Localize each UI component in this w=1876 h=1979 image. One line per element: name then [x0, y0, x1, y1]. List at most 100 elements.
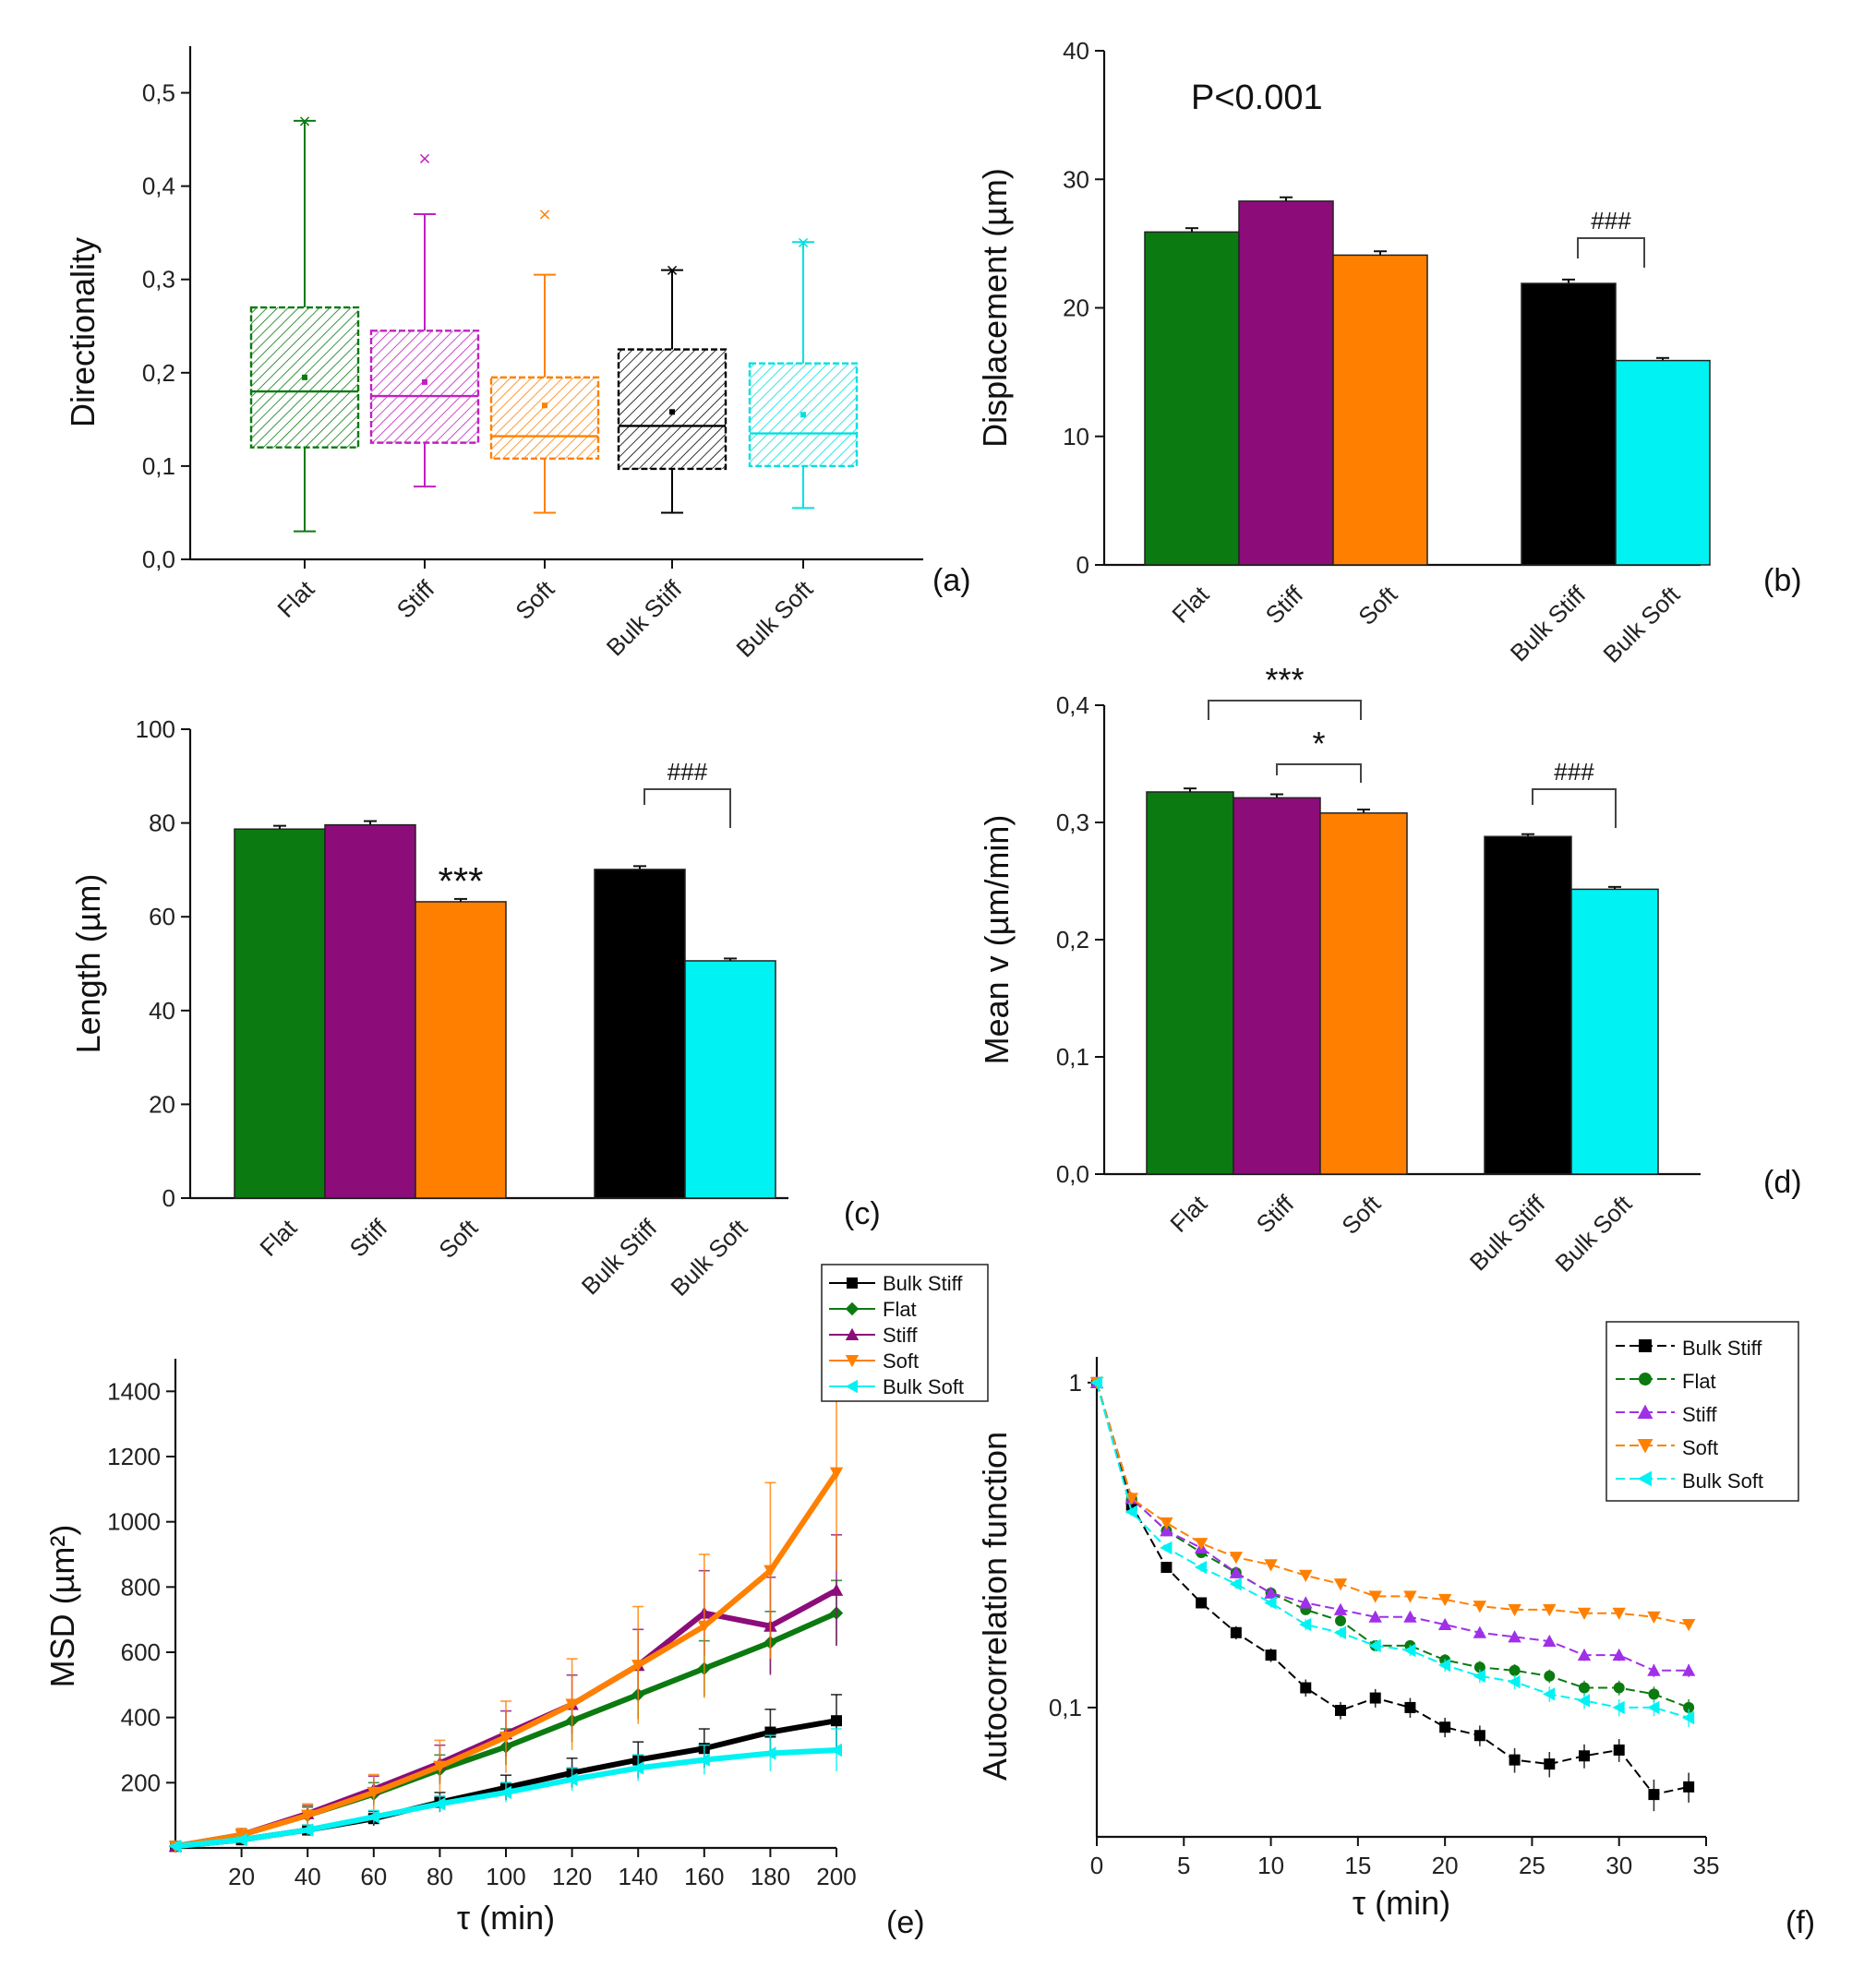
data-point: [697, 1753, 710, 1767]
x-axis-label: τ (min): [1353, 1884, 1450, 1922]
box-bulk_soft: ×: [748, 233, 859, 510]
y-tick-label: 0,4: [1056, 691, 1089, 719]
data-point: [367, 1786, 380, 1800]
x-axis-label: τ (min): [457, 1899, 555, 1937]
y-axis-label: MSD (µm²): [43, 1525, 81, 1688]
x-category-label: Flat: [1164, 1189, 1212, 1237]
data-point: [697, 1620, 711, 1633]
data-point: [1335, 1614, 1346, 1626]
data-point: [1612, 1607, 1626, 1621]
y-tick-label: 1400: [107, 1377, 161, 1405]
data-point: [1579, 1750, 1590, 1762]
data-point: [845, 1301, 860, 1316]
data-point: [1577, 1607, 1592, 1621]
data-point: [367, 1810, 379, 1824]
bar-stiff: [324, 823, 416, 1199]
y-tick-label: 0,1: [142, 452, 175, 480]
max-marker: ×: [796, 233, 810, 252]
data-point: [1613, 1682, 1625, 1694]
x-tick-label: 0: [1090, 1852, 1103, 1879]
x-tick-label: 5: [1177, 1852, 1190, 1879]
data-point: [1681, 1710, 1695, 1725]
y-axis-label: Length (µm): [69, 874, 107, 1054]
panel-e-msd-lines: 200 400 600 800 1000 1200 1400 20 40 60 80 100 120 14…: [43, 1264, 989, 1940]
y-tick-label: 0: [162, 1184, 175, 1212]
data-point: [631, 1761, 644, 1775]
data-point: [1124, 1493, 1138, 1505]
data-point: [1473, 1730, 1485, 1742]
y-tick-label: 0,2: [1056, 926, 1089, 954]
bar-bulk_stiff: [594, 869, 686, 1199]
data-point: [1577, 1694, 1590, 1708]
bar-bulk_stiff: [1484, 835, 1572, 1175]
data-point: [234, 1832, 247, 1847]
data-point: [1439, 1721, 1451, 1733]
y-tick-label: 0,4: [142, 173, 175, 200]
significance-bracket: [1532, 788, 1617, 828]
data-point: [1089, 1375, 1102, 1390]
data-point: [301, 1823, 314, 1837]
x-tick-label: 10: [1257, 1852, 1284, 1879]
bar-flat: [234, 828, 326, 1199]
x-category-label: Bulk Soft: [1549, 1189, 1637, 1277]
data-point: [829, 1743, 842, 1757]
panel-label: (e): [886, 1905, 925, 1940]
data-point: [1437, 1593, 1452, 1607]
bar-bulk_soft: [1570, 888, 1659, 1175]
significance-bracket: [1208, 700, 1362, 720]
y-axis-label: Mean v (µm/min): [978, 815, 1016, 1065]
series-bulk_soft: [168, 1728, 842, 1853]
data-point: [1229, 1565, 1244, 1578]
series-bulk_stiff: [1091, 1376, 1695, 1812]
y-tick-label: 1000: [107, 1508, 161, 1536]
x-tick-label: 100: [486, 1863, 525, 1890]
y-tick-label: 0,0: [1056, 1160, 1089, 1188]
x-tick-label: 200: [816, 1863, 856, 1890]
data-point: [499, 1731, 513, 1745]
data-point: [1648, 1688, 1660, 1700]
legend-label: Soft: [883, 1349, 919, 1373]
y-tick-label: 0,3: [142, 266, 175, 294]
series-bulk_soft: [1089, 1375, 1695, 1728]
panel-f-autocorrelation-lines: 0,110 5 10 15 20 25 30 35τ (min)Autocorrelation…: [976, 1321, 1815, 1940]
series-line: [1096, 1382, 1690, 1626]
series-stiff_light: [1089, 1375, 1696, 1678]
data-point: [1473, 1601, 1487, 1613]
significance-bracket: [643, 788, 731, 828]
data-point: [1264, 1596, 1277, 1610]
data-point: [1473, 1669, 1485, 1683]
data-point: [845, 1355, 860, 1368]
x-tick-label: 40: [295, 1863, 321, 1890]
x-category-label: Flat: [254, 1213, 302, 1261]
panel-b-displacement-bars: 0 10 20 30 40 Displacement (µm) Flat Stiff Soft B…: [976, 37, 1802, 668]
x-category-label: Stiff: [391, 574, 440, 623]
data-point: [1544, 1758, 1556, 1770]
y-tick-label: 800: [121, 1573, 161, 1601]
y-tick-label: 600: [121, 1638, 161, 1666]
data-point: [1160, 1562, 1172, 1574]
legend-label: Soft: [1682, 1436, 1718, 1459]
bar-soft: [1332, 254, 1428, 566]
data-point: [1333, 1625, 1346, 1639]
x-tick-label: 35: [1693, 1852, 1720, 1879]
x-category-label: Stiff: [1260, 580, 1309, 629]
data-point: [1544, 1670, 1556, 1682]
significance-label: ###: [667, 758, 708, 786]
y-tick-label: 0,0: [142, 546, 175, 573]
data-point: [829, 1583, 844, 1596]
data-point: [1647, 1700, 1660, 1715]
data-point: [847, 1277, 858, 1289]
max-marker: ×: [537, 205, 551, 224]
y-tick-label: 0,1: [1056, 1043, 1089, 1071]
legend-label: Stiff: [1682, 1403, 1717, 1426]
data-point: [1508, 1603, 1521, 1617]
x-tick-label: 120: [552, 1863, 592, 1890]
x-tick-label: 20: [1432, 1852, 1459, 1879]
x-tick-label: 140: [619, 1863, 658, 1890]
x-tick-label: 180: [751, 1863, 790, 1890]
bar-stiff: [1238, 200, 1334, 566]
data-point: [499, 1785, 511, 1800]
data-point: [1543, 1603, 1557, 1617]
